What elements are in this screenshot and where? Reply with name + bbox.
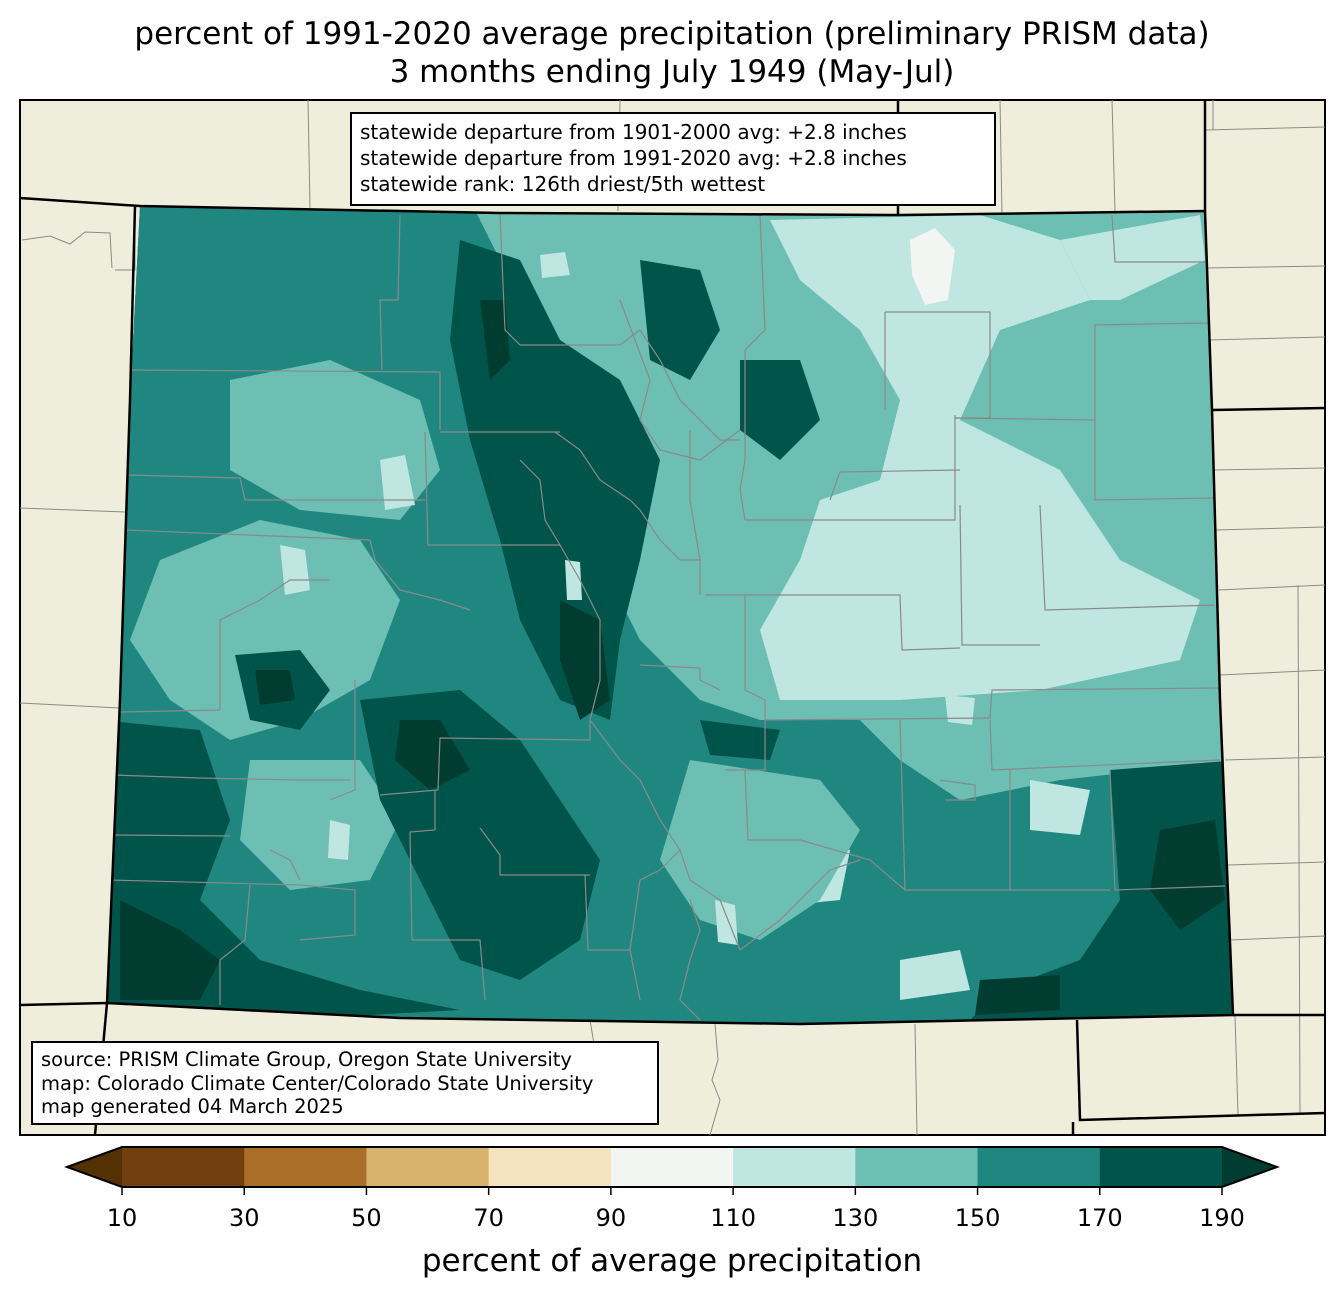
stats-departure-1991: statewide departure from 1991-2020 avg: … [360,146,907,170]
stats-departure-1901: statewide departure from 1901-2000 avg: … [360,120,907,144]
statewide-stats-box: statewide departure from 1901-2000 avg: … [350,112,996,206]
generated-date-line: map generated 04 March 2025 [41,1095,344,1118]
colorbar-tick-label: 130 [832,1204,879,1232]
colorbar-segment [488,1147,612,1187]
colorbar-under-arrow [67,1147,122,1187]
county-lines [109,214,1226,1021]
colorbar-segment [122,1147,245,1187]
map-credit-line: map: Colorado Climate Center/Colorado St… [41,1071,594,1095]
colorbar-segment [977,1147,1101,1187]
colorbar-tick-label: 170 [1076,1204,1123,1232]
colorbar-segment [855,1147,979,1187]
colorbar-label: percent of average precipitation [421,1243,923,1279]
colorbar-tick-label: 30 [228,1204,260,1232]
colorbar-over-arrow [1222,1147,1277,1187]
colorbar-tick-label: 70 [473,1204,504,1232]
map-title: percent of 1991-2020 average precipitati… [134,16,1210,52]
stats-rank: statewide rank: 126th driest/5th wettest [360,172,766,196]
source-line: source: PRISM Climate Group, Oregon Stat… [41,1048,572,1071]
colorbar-tick-label: 150 [954,1204,1001,1232]
colorbar [64,1146,1280,1195]
source-box: source: PRISM Climate Group, Oregon Stat… [31,1041,659,1125]
colorbar-segment [366,1147,490,1187]
colorbar-segment [244,1147,367,1187]
colorbar-tick-label: 90 [595,1204,627,1232]
colorbar-tick-label: 50 [351,1204,382,1232]
colorbar-segment [610,1147,734,1187]
map-subtitle: 3 months ending July 1949 (May-Jul) [389,54,955,90]
colorbar-tick-label: 10 [106,1204,138,1232]
colorbar-tick-label: 110 [710,1204,757,1232]
precip-field [107,206,1233,1024]
colorbar-segment [733,1147,856,1187]
colorbar-segment [1099,1147,1223,1187]
colorbar-tick-label: 190 [1199,1204,1245,1232]
